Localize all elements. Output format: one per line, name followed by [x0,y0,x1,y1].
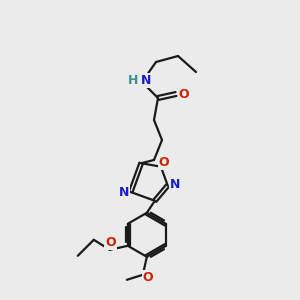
Text: N: N [141,74,151,86]
Text: N: N [169,178,180,191]
Text: O: O [106,236,116,249]
Text: H: H [128,74,138,86]
Text: N: N [118,185,129,199]
Text: O: O [142,271,153,284]
Text: O: O [179,88,189,100]
Text: O: O [158,156,169,169]
